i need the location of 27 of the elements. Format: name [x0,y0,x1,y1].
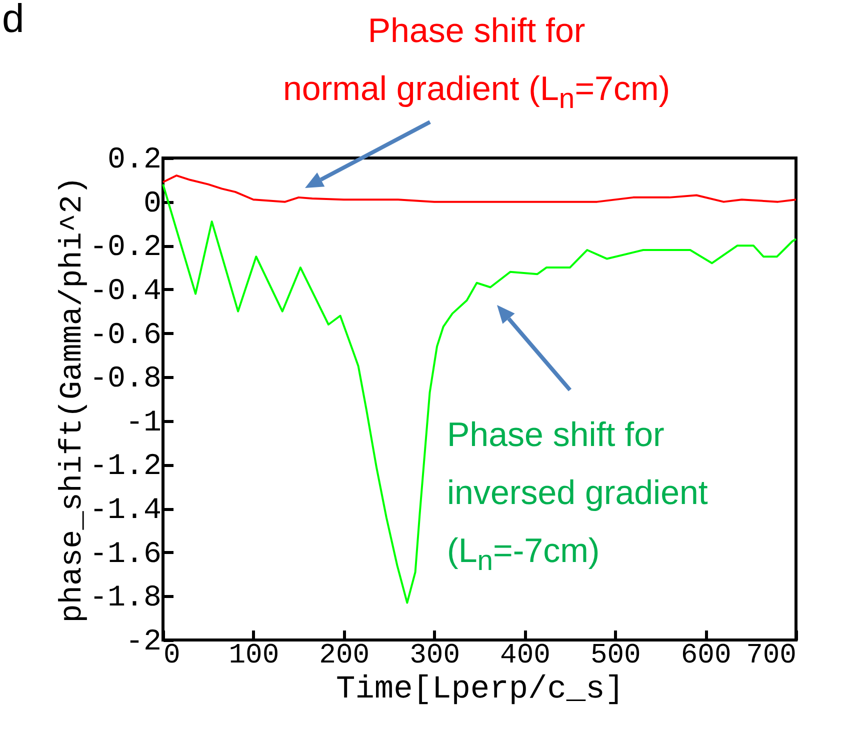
annotation: Phase shift for inversed gradient (L$_{n}$=-7cm) [447,415,708,579]
text: d [2,0,24,42]
y-tick-label: -0.8 [89,362,162,397]
y-tick-label: -1 [125,406,162,440]
x-tick-label: 400 [500,640,550,672]
y-tick-label: -2 [125,626,162,660]
y-tick-label: 0 [143,187,162,222]
y-tick-label: 0.2 [107,144,162,178]
y-tick-label: -0.6 [89,318,162,353]
line-series [162,183,797,604]
x-tick-label: 200 [319,640,370,672]
x-tick-label: 0 [164,640,180,672]
y-tick-label: -1.8 [89,582,162,616]
y-tick-label: -1.4 [89,494,162,528]
x-tick-label: 100 [228,640,280,672]
x-tick-label: 300 [410,640,460,672]
x-tick-label: 600 [680,640,732,672]
line-series [162,174,797,203]
x-tick-label: 700 [746,640,796,672]
y-tick-label: -0.2 [89,231,162,266]
x-tick-label: 500 [590,640,641,672]
y-tick-label: -0.4 [89,274,162,309]
text: Phase shift for normal gradient (L$_{n}$=7cm) [283,11,670,117]
y-tick-label: -1.6 [89,538,162,572]
y-tick-label: -1.2 [89,450,162,484]
x-axis-title: Time[Lperp/c_s] [336,670,624,708]
y-axis-title: phase_shift(Gamma/phi^2) [55,176,90,623]
